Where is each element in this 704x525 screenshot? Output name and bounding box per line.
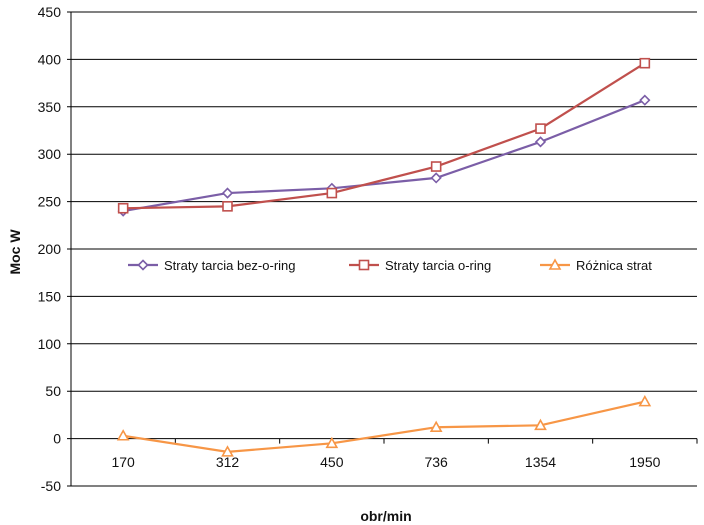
data-point — [430, 172, 442, 184]
legend-label: Różnica strat — [576, 258, 652, 273]
x-tick-label: 736 — [424, 454, 448, 470]
y-axis-title: Moc W — [7, 229, 23, 275]
y-tick-label: 350 — [38, 99, 62, 115]
series-line — [122, 99, 646, 213]
data-point — [639, 57, 651, 69]
x-tick-label: 450 — [320, 454, 344, 470]
y-tick-label: 150 — [38, 288, 62, 304]
y-tick-label: 300 — [38, 146, 62, 162]
data-point — [325, 436, 339, 449]
y-tick-label: -50 — [41, 478, 61, 494]
y-tick-label: 50 — [45, 383, 61, 399]
legend-marker — [137, 259, 149, 271]
data-point — [116, 429, 130, 441]
y-tick-label: 400 — [38, 51, 62, 67]
y-tick-labels: -50 0 50 100 150 200 250 300 350 400 450 — [38, 4, 62, 494]
data-point — [638, 394, 652, 407]
data-point — [221, 187, 234, 199]
legend-label: Straty tarcia bez-o-ring — [164, 258, 296, 273]
data-point — [534, 136, 547, 148]
series-line — [123, 62, 646, 210]
legend-label: Straty tarcia o-ring — [385, 258, 491, 273]
series-line — [122, 400, 646, 453]
data-point — [639, 94, 651, 106]
legend: Straty tarcia bez-o-ring Straty tarcia o-… — [128, 258, 652, 273]
data-point — [117, 202, 129, 214]
data-point — [430, 161, 442, 172]
data-point — [535, 123, 546, 134]
data-point — [326, 187, 338, 199]
legend-marker — [358, 259, 370, 271]
x-tick-label: 1950 — [629, 454, 660, 470]
data-point — [429, 420, 443, 433]
data-point — [222, 201, 233, 212]
y-tick-label: 200 — [38, 241, 62, 257]
legend-marker — [548, 258, 562, 270]
x-tick-label: 312 — [216, 454, 240, 470]
x-tick-labels: 170 312 450 736 1354 1950 — [111, 454, 660, 470]
x-tick-label: 1354 — [525, 454, 556, 470]
data-point — [221, 445, 234, 457]
data-point — [534, 418, 547, 431]
x-axis-title: obr/min — [360, 508, 411, 524]
y-tick-label: 450 — [38, 4, 62, 20]
y-tick-label: 250 — [38, 194, 62, 210]
x-tick-label: 170 — [111, 454, 135, 470]
y-tick-label: 0 — [53, 431, 61, 447]
series-lines — [116, 57, 652, 457]
y-tick-label: 100 — [38, 336, 62, 352]
gridlines — [67, 11, 697, 487]
